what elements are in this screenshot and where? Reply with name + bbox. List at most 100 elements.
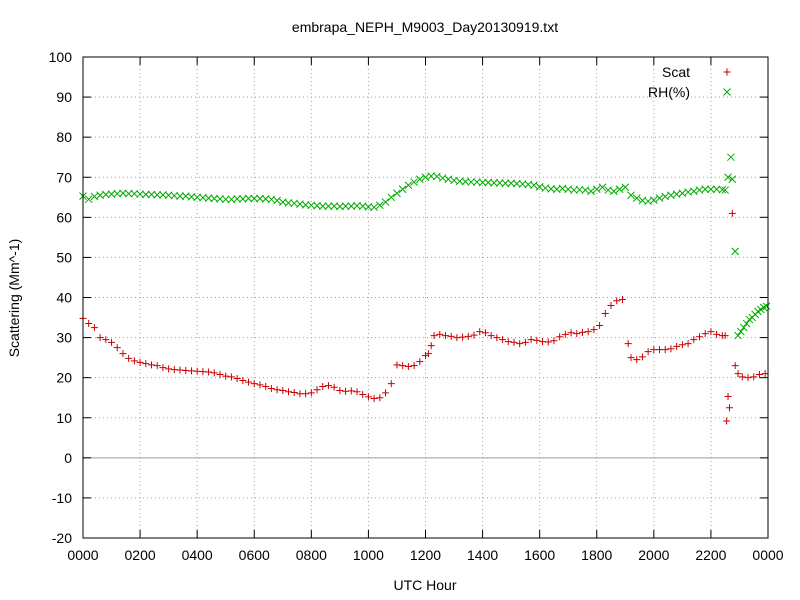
scat-point	[119, 350, 127, 358]
rh-point	[724, 173, 732, 182]
rh-point	[530, 181, 538, 190]
scat-point	[313, 386, 321, 394]
rh-point	[621, 183, 630, 192]
axis-ticks	[82, 56, 769, 539]
scat-point	[125, 354, 133, 362]
legend-label: RH(%)	[648, 84, 690, 100]
scat-point	[142, 360, 150, 368]
scat-point	[596, 322, 604, 330]
y-tick-label: 40	[56, 290, 72, 306]
x-axis-title: UTC Hour	[393, 577, 456, 593]
scat-point	[728, 209, 736, 217]
rh-point	[176, 192, 184, 200]
scat-point	[533, 336, 541, 344]
scat-point	[544, 338, 552, 346]
x-tick-label: 1800	[581, 547, 612, 563]
y-tick-label: 90	[56, 89, 72, 105]
scat-point	[210, 369, 218, 377]
scat-point	[516, 340, 524, 348]
scat-point	[250, 380, 258, 388]
scat-point	[470, 331, 478, 339]
rh-point	[739, 323, 748, 332]
scat-point	[601, 310, 609, 318]
scat-point	[399, 362, 407, 370]
rh-point	[433, 172, 441, 181]
scat-point	[696, 333, 703, 341]
y-tick-label: 60	[56, 209, 72, 225]
scat-point	[481, 329, 489, 337]
scat-point	[690, 336, 698, 344]
scat-point	[661, 346, 669, 354]
scat-point	[561, 330, 569, 338]
scat-point	[744, 374, 752, 382]
scat-point	[667, 345, 675, 353]
rh-point	[721, 186, 730, 194]
scat-point	[673, 342, 681, 350]
rh-point	[501, 179, 510, 188]
rh-point	[490, 179, 498, 187]
scat-point	[387, 380, 395, 388]
rh-point	[84, 195, 93, 204]
scat-point	[627, 354, 635, 362]
rh-point	[370, 203, 378, 212]
rh-point	[398, 185, 407, 194]
scat-point	[441, 332, 449, 340]
scat-point	[504, 338, 512, 346]
x-tick-label: 0200	[125, 547, 156, 563]
scat-point	[578, 328, 586, 336]
scat-point	[227, 373, 235, 381]
rh-point	[718, 185, 727, 194]
scat-point	[404, 362, 412, 370]
scat-point	[256, 381, 264, 389]
rh-point	[318, 202, 327, 210]
rh-point	[393, 189, 401, 198]
rh-point	[273, 196, 281, 205]
scat-point	[90, 324, 98, 332]
scat-point	[447, 332, 455, 340]
rh-point	[737, 327, 745, 336]
rh-point	[141, 190, 150, 199]
rh-point	[728, 175, 737, 184]
scat-point	[430, 332, 438, 340]
x-tick-label: 1400	[467, 547, 498, 563]
scat-point	[527, 336, 535, 344]
scat-point	[731, 362, 739, 370]
y-tick-label: 70	[56, 169, 72, 185]
x-tick-label: 0000	[67, 547, 98, 563]
scat-point	[222, 372, 230, 380]
y-tick-label: 80	[56, 129, 72, 145]
scat-point	[245, 378, 253, 386]
rh-point	[707, 185, 715, 194]
series-0	[79, 209, 769, 425]
scat-point	[707, 328, 715, 336]
scat-point	[290, 388, 298, 396]
scat-point	[102, 336, 110, 344]
x-tick-label: 0000	[752, 547, 783, 563]
x-tick-label: 1600	[524, 547, 555, 563]
y-tick-label: 20	[56, 370, 72, 386]
scat-point	[493, 334, 501, 342]
x-tick-label: 0600	[239, 547, 270, 563]
scat-point	[108, 338, 116, 346]
tick-labels: -20 -10 0 10 20 30 40 50 60 70 80 90 100 0000 0200 0400…	[49, 49, 784, 563]
rh-point	[250, 194, 259, 203]
scat-point	[459, 333, 467, 341]
y-tick-label: -10	[52, 490, 72, 506]
scat-point	[336, 386, 344, 394]
rh-point	[341, 202, 350, 210]
scat-point	[393, 361, 401, 369]
rh-point	[324, 202, 333, 210]
rh-point	[381, 198, 390, 206]
rh-point	[478, 178, 487, 187]
legend-label: Scat	[662, 64, 690, 80]
legend-marker	[723, 88, 731, 96]
scat-point	[302, 390, 310, 398]
scat-point	[165, 365, 173, 373]
scat-point	[464, 332, 472, 340]
scat-point	[761, 370, 769, 378]
rh-point	[627, 191, 635, 200]
scat-point	[353, 388, 361, 396]
scat-point	[684, 340, 692, 348]
rh-point	[615, 185, 624, 194]
